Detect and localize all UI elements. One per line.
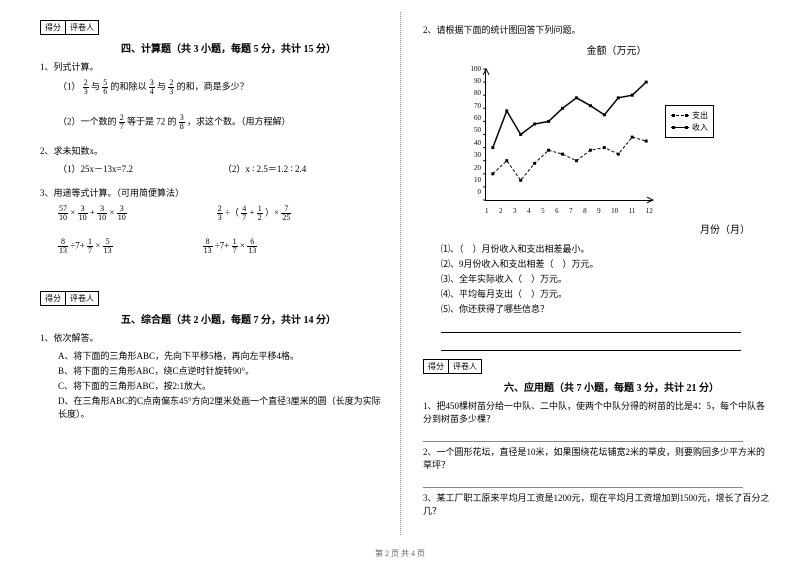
q5-1a: A、将下面的三角形ABC，先向下平移5格，再向左平移4格。	[58, 349, 387, 362]
chart-wrap: 1009080706050403020100 123456789101112 支…	[463, 65, 770, 215]
q5-1c: C、将下面的三角形ABC，按2:1放大。	[58, 379, 387, 392]
y-axis: 1009080706050403020100	[463, 65, 481, 197]
score-box: 得分 评卷人	[423, 359, 482, 374]
q-chart-label: 2、请根据下面的统计图回答下列问题。	[423, 24, 770, 38]
section-5-title: 五、综合题（共 2 小题，每题 7 分，共计 14 分）	[70, 311, 387, 326]
right-column: 2、请根据下面的统计图回答下列问题。 金额（万元） 10090807060504…	[405, 0, 800, 565]
legend-marker-solid	[671, 127, 689, 128]
txt: （2）一个数的	[58, 116, 117, 126]
txt: 等于是 72 的	[127, 116, 177, 126]
q4-2-row: （1）25x－13x=7.2 （2）x ∶ 2.5＝1.2 ∶ 2.4	[58, 162, 387, 175]
frac: 27	[119, 114, 125, 131]
subq-b: ⑵、9月份收入和支出相差（ ）万元。	[441, 257, 770, 270]
q4-1-1: （1） 23 与 56 的和除以 34 与 23 的和，商是多少？	[58, 79, 387, 96]
left-column: 得分 评卷人 四、计算题（共 3 小题，每题 5 分，共计 15 分） 1、列式…	[0, 0, 405, 565]
grader-label: 评卷人	[449, 360, 481, 373]
section-4-title: 四、计算题（共 3 小题，每题 5 分，共计 15 分）	[70, 40, 387, 55]
eq: （1）25x－13x=7.2	[58, 162, 133, 175]
answer-lines	[441, 321, 770, 351]
x-axis: 123456789101112	[485, 205, 653, 215]
grader-label: 评卷人	[66, 21, 98, 34]
chart-title: 金额（万元）	[463, 42, 770, 57]
q4-3-row2: 813 ÷7+ 17 × 513 813 ÷7+ 17 × 613	[58, 238, 387, 255]
txt: 与	[91, 81, 100, 91]
q4-1-2: （2）一个数的 27 等于是 72 的 38 ，求这个数。（用方程解）	[58, 114, 387, 131]
legend: 支出 收入	[665, 105, 714, 138]
q4-2-label: 2、求未知数x。	[40, 145, 387, 159]
subq-c: ⑶、全年实际收入（ ）万元。	[441, 272, 770, 285]
q5-1-label: 1、依次解答。	[40, 332, 387, 346]
legend-income: 收入	[671, 122, 708, 133]
legend-expense: 支出	[671, 110, 708, 121]
rule	[423, 487, 743, 488]
frac: 23	[83, 79, 89, 96]
frac: 23	[168, 79, 174, 96]
score-box: 得分 评卷人	[40, 291, 99, 306]
grader-label: 评卷人	[66, 292, 98, 305]
score-label: 得分	[424, 360, 449, 373]
column-divider	[400, 12, 401, 535]
frac: 38	[179, 114, 185, 131]
line-chart: 1009080706050403020100 123456789101112	[463, 65, 653, 215]
x-axis-label: 月份（月）	[423, 221, 750, 236]
q6-3: 3、某工厂职工原来平均月工资是1200元，现在平均月工资增加到1500元，增长了…	[423, 492, 770, 519]
legend-label: 收入	[692, 122, 708, 133]
rule	[423, 441, 743, 442]
expr: 813 ÷7+ 17 × 513	[58, 238, 113, 255]
score-label: 得分	[41, 292, 66, 305]
eq: （2）x ∶ 2.5＝1.2 ∶ 2.4	[223, 162, 306, 175]
txt: （1）	[58, 81, 81, 91]
q6-1: 1、把450棵树苗分给一中队、二中队，使两个中队分得的树苗的比是4：5，每个中队…	[423, 400, 770, 427]
subq-e: ⑸、你还获得了哪些信息？	[441, 302, 770, 315]
legend-marker-dashed	[671, 115, 689, 116]
q4-3-row1: 5710 × 310 + 310 × 310 23 ÷（ 47 + 12 ）× …	[58, 205, 387, 222]
score-box: 得分 评卷人	[40, 20, 99, 35]
expr: 23 ÷（ 47 + 12 ）× 725	[217, 205, 292, 222]
q5-1b: B、将下面的三角形ABC，绕C点逆时针旋转90°。	[58, 364, 387, 377]
plot-area	[485, 69, 653, 201]
section-6-title: 六、应用题（共 7 小题，每题 3 分，共计 21 分）	[453, 379, 770, 394]
txt: 的和除以	[111, 81, 147, 91]
txt: 与	[157, 81, 166, 91]
score-label: 得分	[41, 21, 66, 34]
chart-svg	[486, 69, 653, 200]
page-footer: 第 2 页 共 4 页	[0, 548, 800, 559]
subq-d: ⑷、平均每月支出（ ）万元。	[441, 287, 770, 300]
q6-2: 2、一个圆形花坛，直径是10米，如果围绕花坛铺宽2米的草皮，则要购回多少平方米的…	[423, 446, 770, 473]
q5-1d: D、在三角形ABC的C点南偏东45°方向2厘米处画一个直径3厘米的圆（长度为实际…	[58, 394, 387, 420]
frac: 34	[149, 79, 155, 96]
q4-3-label: 3、用递等式计算。（可用简便算法）	[40, 187, 387, 201]
expr: 5710 × 310 + 310 × 310	[58, 205, 127, 222]
legend-label: 支出	[692, 110, 708, 121]
txt: ，求这个数。（用方程解）	[187, 116, 291, 126]
subq-a: ⑴、（ ）月份收入和支出相差最小。	[441, 242, 770, 255]
q4-1-label: 1、列式计算。	[40, 61, 387, 75]
expr: 813 ÷7+ 17 × 613	[203, 238, 258, 255]
txt: 的和，商是多少？	[177, 81, 249, 91]
frac: 56	[102, 79, 108, 96]
